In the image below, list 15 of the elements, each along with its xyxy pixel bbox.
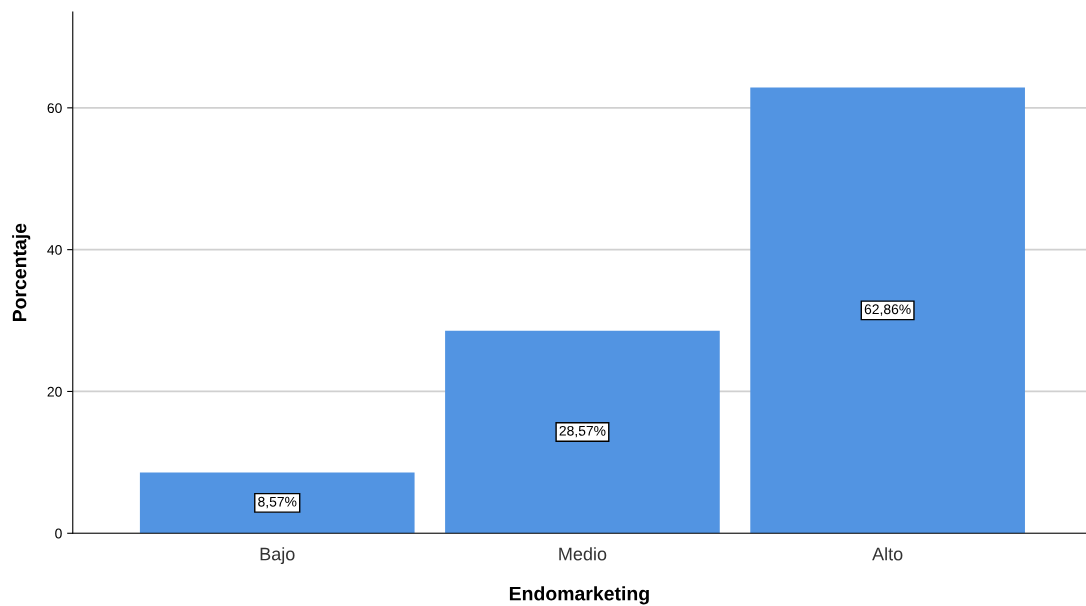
data-label: 28,57% <box>559 425 606 438</box>
data-label: 8,57% <box>258 496 297 509</box>
y-axis-title: Porcentaje <box>12 223 31 322</box>
y-tick-label: 20 <box>47 386 62 397</box>
y-tick-label: 60 <box>47 103 62 114</box>
x-tick-label: Alto <box>872 547 903 561</box>
bar <box>445 330 720 534</box>
x-axis-title: Endomarketing <box>509 586 649 605</box>
x-tick-label: Bajo <box>260 547 295 564</box>
y-tick-label: 40 <box>47 244 62 255</box>
x-tick-label: Medio <box>559 547 607 561</box>
bar <box>139 472 415 534</box>
data-label: 62,86% <box>864 304 911 316</box>
y-tick-label: 0 <box>55 528 62 539</box>
bar <box>750 87 1025 534</box>
